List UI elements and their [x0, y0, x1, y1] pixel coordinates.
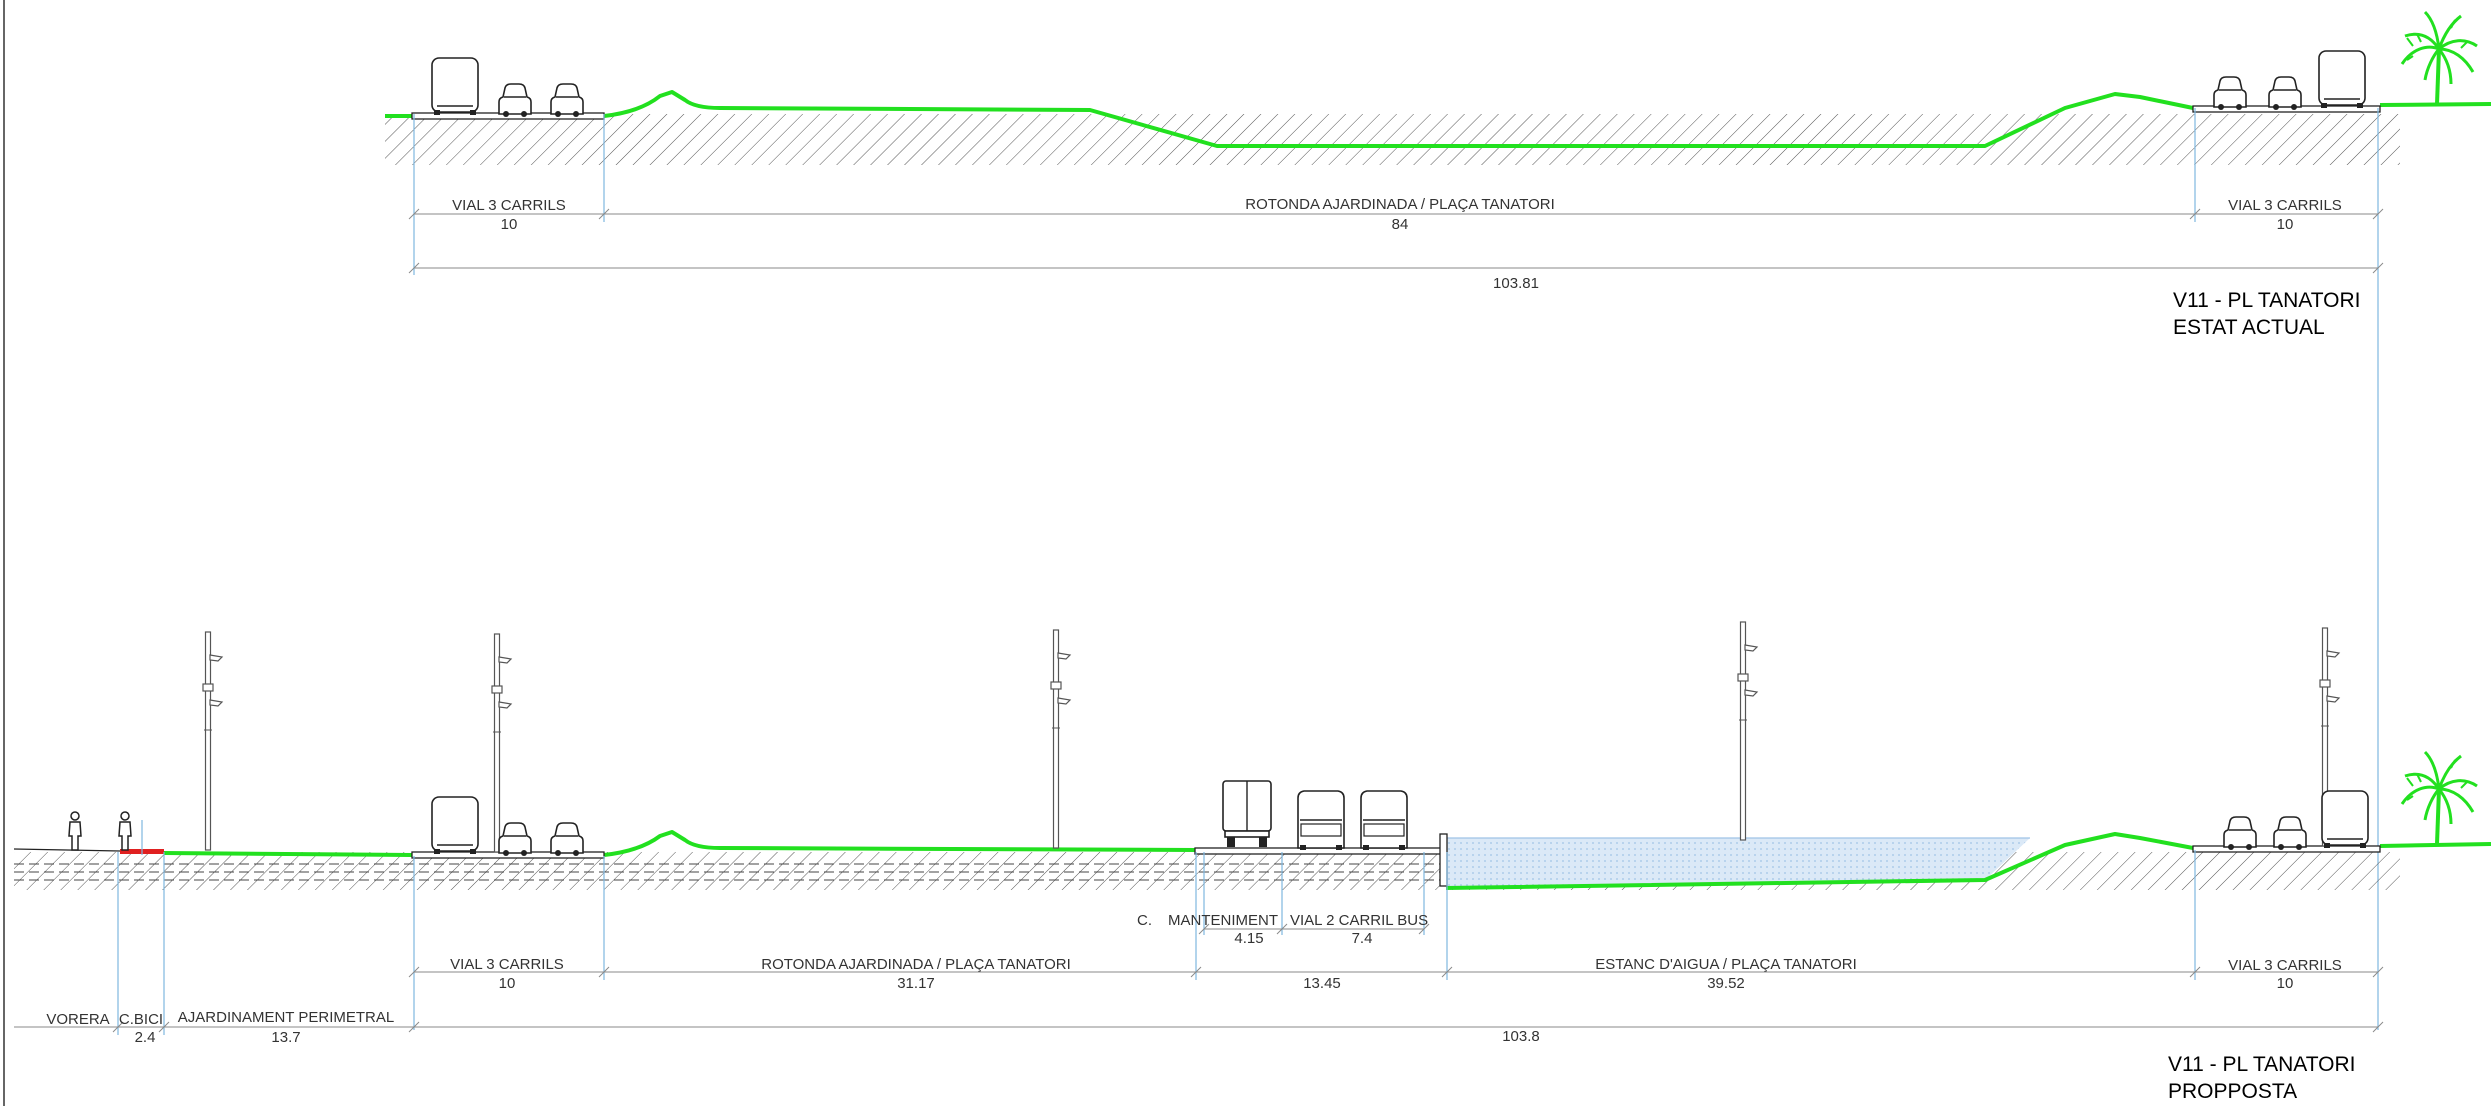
section-subtitle: ESTAT ACTUAL — [2173, 316, 2325, 339]
car-icon — [2223, 816, 2257, 851]
maintenance-truck-icon — [1222, 780, 1272, 847]
car-icon — [550, 83, 584, 118]
ground-hatch — [14, 852, 2400, 890]
person-icon — [118, 811, 132, 851]
sub-dim-label: VIAL 2 CARRIL BUS — [1290, 912, 1428, 929]
van-icon — [2321, 790, 2369, 849]
dim-value: 13.7 — [271, 1029, 300, 1046]
sub-dim-value: 7.4 — [1352, 930, 1373, 947]
water-pond — [1446, 838, 2030, 888]
dim-label: VIAL 3 CARRILS — [2228, 957, 2342, 974]
dim-label: ESTANC D'AIGUA / PLAÇA TANATORI — [1595, 956, 1857, 973]
dim-label: ROTONDA AJARDINADA / PLAÇA TANATORI — [761, 956, 1071, 973]
section-title: V11 - PL TANATORI — [2168, 1053, 2356, 1076]
car-icon — [2268, 76, 2302, 111]
dim-label: VORERA — [46, 1011, 109, 1028]
grass-profile — [163, 830, 2491, 890]
lamppost-icon — [202, 631, 223, 851]
car-icon — [2213, 76, 2247, 111]
person-icon — [68, 811, 82, 851]
dim-value: 10 — [501, 216, 518, 233]
dim-label: ROTONDA AJARDINADA / PLAÇA TANATORI — [1245, 196, 1555, 213]
bus-icon — [1360, 790, 1408, 851]
van-icon — [431, 796, 479, 855]
van-icon — [431, 57, 479, 116]
dim-value: 84 — [1392, 216, 1409, 233]
lamppost-icon — [1737, 621, 1758, 841]
dim-label: VIAL 3 CARRILS — [452, 197, 566, 214]
dim-label: C.BICI — [119, 1011, 163, 1028]
ground-hatch — [385, 114, 2400, 165]
dim-value: 10 — [2277, 216, 2294, 233]
dim-total: 103.81 — [1493, 275, 1539, 292]
dim-value: 10 — [2277, 975, 2294, 992]
sidewalk — [13, 848, 121, 852]
car-icon — [498, 83, 532, 118]
lamppost-icon — [491, 633, 512, 853]
palm-tree-icon — [2400, 10, 2479, 106]
sub-dim-value: 4.15 — [1234, 930, 1263, 947]
sub-dim-label: C. — [1137, 912, 1152, 929]
car-icon — [498, 822, 532, 857]
bus-road — [1194, 847, 1446, 855]
dim-value: 2.4 — [135, 1029, 156, 1046]
sub-dim-label: MANTENIMENT — [1168, 912, 1278, 929]
dim-label: VIAL 3 CARRILS — [2228, 197, 2342, 214]
dim-value: 31.17 — [897, 975, 935, 992]
dim-label: VIAL 3 CARRILS — [450, 956, 564, 973]
car-icon — [550, 822, 584, 857]
dim-label: AJARDINAMENT PERIMETRAL — [178, 1009, 394, 1026]
van-icon — [2318, 50, 2366, 109]
section-subtitle: PROPPOSTA — [2168, 1080, 2297, 1103]
section-proposta: C. MANTENIMENT 4.15 VIAL 2 CARRIL BUS 7.… — [13, 621, 2491, 1103]
lamppost-icon — [1050, 629, 1071, 849]
section-estat-actual: VIAL 3 CARRILS 10 ROTONDA AJARDINADA / P… — [385, 10, 2491, 1030]
dim-value: 13.45 — [1303, 975, 1341, 992]
section-title: V11 - PL TANATORI — [2173, 289, 2361, 312]
grass-profile — [385, 90, 2491, 148]
pond-wall — [1439, 833, 1448, 887]
car-icon — [2273, 816, 2307, 851]
dim-value: 39.52 — [1707, 975, 1745, 992]
dim-value: 10 — [499, 975, 516, 992]
palm-tree-icon — [2400, 750, 2479, 846]
bus-icon — [1297, 790, 1345, 851]
dim-total: 103.8 — [1502, 1028, 1540, 1045]
